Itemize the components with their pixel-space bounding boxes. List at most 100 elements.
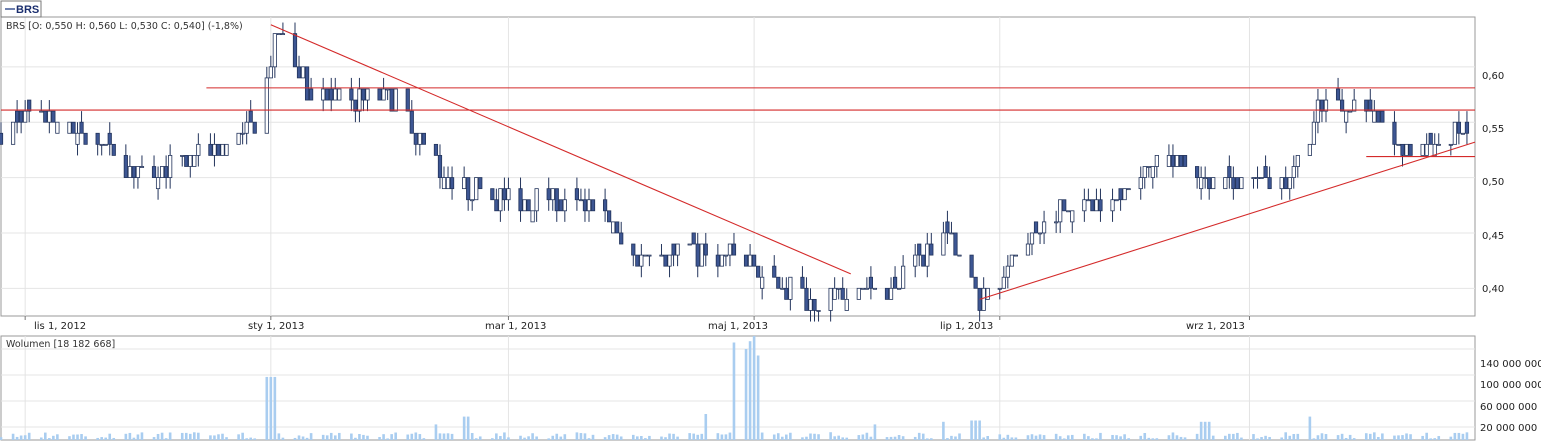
volume-bar: [1127, 438, 1130, 440]
volume-bar: [1042, 435, 1046, 440]
volume-bar: [974, 420, 977, 440]
candle-body: [1424, 143, 1429, 156]
candle-body: [47, 110, 52, 123]
volume-bar: [309, 433, 313, 440]
candle-body: [1235, 177, 1240, 190]
candle-body: [864, 287, 869, 290]
volume-bar: [1344, 438, 1348, 440]
candle-body: [1223, 177, 1228, 190]
volume-bar: [692, 433, 695, 440]
volume-bar: [861, 434, 865, 440]
candle-body: [325, 88, 330, 101]
candle-body: [695, 243, 700, 267]
candle-body: [240, 132, 245, 135]
candle-body: [1396, 143, 1401, 146]
volume-bar: [1352, 438, 1356, 440]
volume-bar: [438, 433, 442, 440]
volume-bar: [1280, 437, 1283, 440]
volume-bar: [499, 436, 502, 440]
candle-body: [1025, 243, 1031, 256]
candle-body: [868, 276, 874, 289]
candle-body: [1013, 254, 1018, 257]
volume-bar: [776, 433, 780, 440]
volume-bar: [704, 414, 708, 440]
volume-bar: [1429, 438, 1432, 440]
candle-body: [611, 221, 616, 234]
x-tick: mar 1, 2013: [485, 321, 546, 332]
candle-body: [546, 188, 551, 201]
candle-body: [832, 287, 837, 300]
volume-bar: [96, 437, 99, 440]
volume-bar: [1256, 438, 1259, 440]
volume-bar: [72, 434, 75, 440]
candle-body: [1150, 166, 1155, 178]
volume-bar: [1183, 437, 1187, 440]
volume-bar: [273, 376, 277, 440]
volume-bar: [575, 432, 579, 440]
volume-bar: [579, 433, 583, 440]
volume-bar: [80, 434, 83, 440]
volume-bar: [789, 432, 792, 440]
volume-bar: [772, 434, 776, 440]
volume-bar: [1091, 438, 1094, 440]
candle-body: [562, 199, 567, 212]
volume-bar: [1026, 435, 1030, 440]
volume-bar: [946, 438, 949, 440]
x-tick: sty 1, 2013: [248, 321, 304, 332]
candle-body: [361, 88, 366, 101]
candle-body: [772, 265, 777, 278]
candle-body: [804, 287, 809, 311]
volume-panel-frame: [0, 335, 1476, 441]
candle-body: [95, 132, 100, 145]
candle-body: [498, 188, 503, 212]
volume-bar: [640, 436, 643, 440]
volume-bar: [470, 433, 474, 440]
candle-body: [896, 287, 902, 290]
candle-body: [445, 177, 451, 190]
candle-body: [1146, 166, 1151, 168]
candle-body: [1259, 177, 1264, 179]
candle-body: [333, 88, 338, 101]
volume-bar: [559, 436, 563, 440]
candle-body: [856, 287, 861, 300]
candle-body: [55, 121, 60, 134]
volume-bar: [269, 376, 273, 440]
candle-body: [981, 287, 986, 311]
volume-bar: [0, 437, 3, 440]
candle-body: [252, 121, 257, 134]
volume-bar: [217, 434, 220, 440]
volume-bar: [732, 342, 736, 440]
candle-body: [731, 243, 737, 256]
volume-bar: [446, 433, 450, 440]
volume-bar: [607, 435, 611, 440]
candle-body: [309, 88, 314, 101]
volume-bar: [297, 435, 301, 440]
candle-body: [462, 177, 467, 190]
volume-bar: [188, 433, 192, 440]
volume-bar: [1115, 435, 1118, 440]
candle-body: [534, 188, 539, 212]
candle-body: [244, 121, 249, 134]
candle-body: [1094, 199, 1099, 212]
volume-bar: [950, 435, 953, 440]
y-tick: 0,60: [1482, 71, 1504, 82]
volume-bar: [1054, 433, 1058, 440]
candle-body: [1448, 143, 1453, 146]
volume-bar: [474, 438, 478, 440]
volume-bar: [1143, 433, 1147, 440]
volume-bar: [390, 434, 393, 440]
y-tick: 0,50: [1482, 177, 1504, 188]
candle-body: [1287, 177, 1292, 190]
candle-body: [1420, 143, 1425, 156]
volume-bar: [1010, 437, 1014, 440]
candle-body: [558, 199, 563, 212]
candle-body: [844, 298, 849, 311]
candle-body: [216, 143, 221, 156]
candle-body: [490, 188, 495, 201]
candle-body: [643, 254, 648, 257]
volume-bar: [209, 435, 212, 440]
volume-bar: [366, 435, 369, 440]
candle-body: [1037, 232, 1043, 235]
volume-bar: [982, 437, 985, 440]
legend[interactable]: BRS: [0, 0, 42, 18]
